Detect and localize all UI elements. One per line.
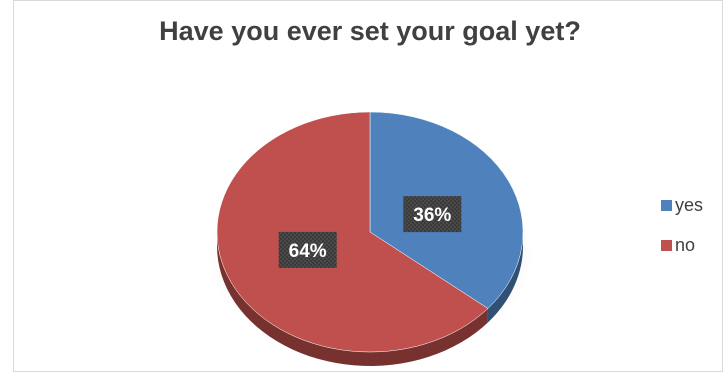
data-label-yes: 36% (403, 196, 462, 233)
data-label-text-no: 64% (289, 241, 327, 262)
legend-item-no: no (661, 232, 703, 258)
data-label-box-yes (403, 196, 462, 233)
legend-label-yes: yes (675, 194, 704, 215)
chart-title: Have you ever set your goal yet? (159, 16, 581, 46)
legend-item-yes: yes (661, 192, 703, 218)
data-label-no: 64% (278, 231, 337, 268)
pie-side-no (217, 232, 488, 366)
data-label-text-yes: 36% (413, 205, 451, 226)
legend-swatch-no (661, 239, 672, 251)
data-label-box-no (278, 231, 337, 268)
legend-swatch-yes (661, 199, 672, 211)
legend-label-no: no (675, 234, 696, 255)
pie-side-yes (487, 232, 523, 323)
legend: yes no (661, 192, 703, 272)
pie-slice-no (216, 111, 489, 353)
